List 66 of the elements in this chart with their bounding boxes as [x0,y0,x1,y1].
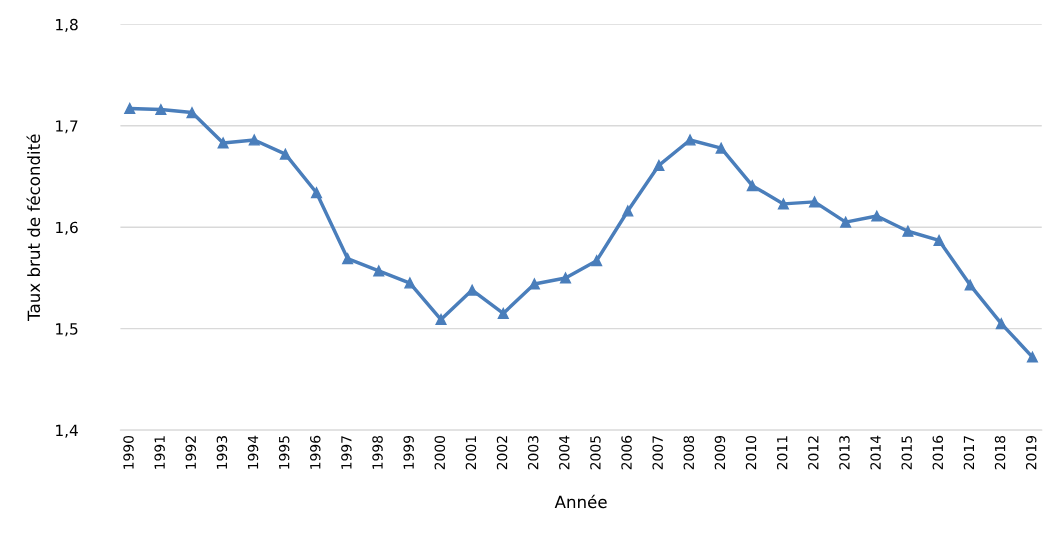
point [310,187,323,199]
x-tick-label: 2015 [901,436,912,470]
x-tick-label: 1990 [123,435,134,469]
point [653,159,665,171]
point [995,318,1007,330]
point [279,148,291,160]
point [777,198,789,210]
point [186,107,198,119]
x-tick-label: 2005 [590,436,601,470]
x-tick-label: 1995 [278,436,290,469]
y-axis-title: Taux brut de fécondité [26,134,41,321]
x-tick-label: 2012 [808,436,819,470]
point [746,180,758,192]
x-tick-label: 2013 [839,436,850,470]
y-tick-label: 1,6 [56,221,78,235]
y-tick-label: 1,4 [56,424,78,438]
x-tick-label: 1996 [310,435,321,469]
x-tick-label: 2008 [683,435,695,470]
point [840,216,852,228]
point [715,142,727,154]
y-tick-label: 1,5 [56,323,78,337]
x-tick-label: 1998 [372,435,383,469]
point [902,225,914,237]
x-tick-label: 1997 [341,436,352,469]
point [155,103,167,116]
x-tick-label: 2018 [994,435,1006,470]
x-tick-label: 2007 [652,436,663,470]
point [342,253,354,265]
y-tick-label: 1,8 [56,18,78,32]
point [528,278,540,290]
point [622,205,634,217]
x-tick-label: 2003 [527,436,539,470]
x-tick-label: 2014 [870,435,881,470]
point [684,134,696,146]
point [217,137,229,149]
point [248,134,260,146]
point [373,265,385,277]
point [559,272,572,284]
x-tick-label: 1993 [216,436,228,469]
x-tick-label: 2016 [932,435,944,470]
x-tick-label: 2011 [776,436,788,470]
point [124,102,136,115]
x-axis-title: Année [554,494,607,509]
point [435,313,447,326]
x-tick-label: 2019 [1025,435,1037,470]
x-tick-label: 2002 [496,436,508,470]
x-tick-label: 1991 [154,436,165,469]
y-tick-label: 1,7 [56,120,78,134]
x-tick-label: 1999 [403,435,414,469]
x-tick-label: 2006 [621,435,632,470]
x-tick-label: 2000 [434,435,446,470]
x-tick-label: 2017 [963,436,975,470]
point [964,279,976,291]
point [591,255,603,267]
x-tick-label: 2004 [559,435,570,470]
x-tick-label: 1994 [247,435,259,469]
x-tick-label: 2010 [745,435,757,470]
point [1026,351,1038,363]
x-tick-label: 2001 [465,436,477,470]
x-tick-label: 1992 [185,436,197,469]
point [404,277,416,289]
point [871,210,883,222]
point [497,307,509,319]
x-tick-label: 2009 [714,435,726,470]
point [933,234,945,246]
point [808,196,821,208]
